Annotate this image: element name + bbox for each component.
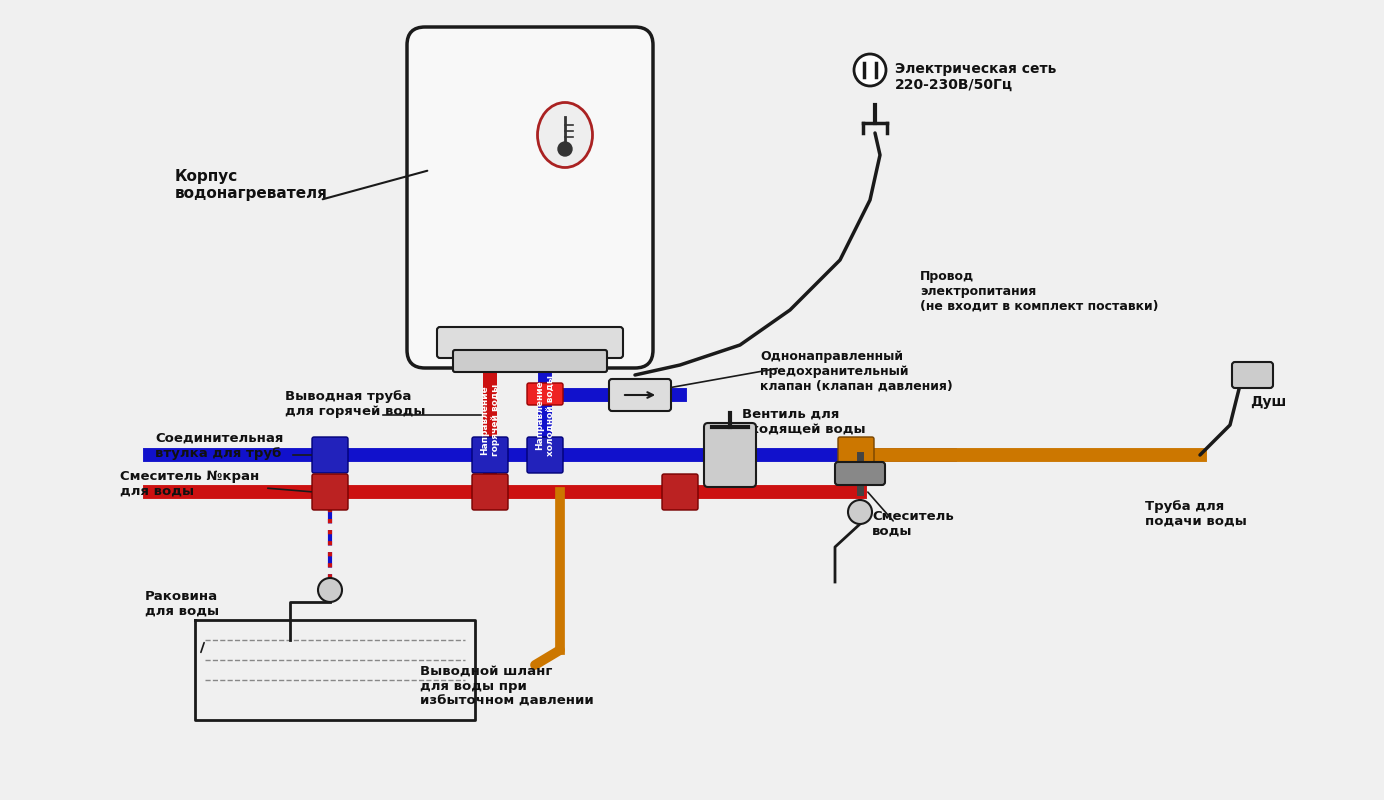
Text: Смеситель №кран
для воды: Смеситель №кран для воды	[120, 470, 259, 498]
FancyBboxPatch shape	[835, 462, 884, 485]
FancyBboxPatch shape	[609, 379, 671, 411]
FancyBboxPatch shape	[527, 383, 563, 405]
Text: Вентиль для
входящей воды: Вентиль для входящей воды	[742, 408, 865, 436]
Text: Провод
электропитания
(не входит в комплект поставки): Провод электропитания (не входит в компл…	[920, 270, 1158, 313]
Text: Выводная труба
для горячей воды: Выводная труба для горячей воды	[285, 390, 425, 418]
FancyBboxPatch shape	[472, 437, 508, 473]
FancyBboxPatch shape	[711, 437, 747, 473]
FancyBboxPatch shape	[453, 350, 608, 372]
Text: Направление
холодной воды: Направление холодной воды	[536, 374, 555, 455]
FancyBboxPatch shape	[472, 474, 508, 510]
Text: Корпус
водонагревателя: Корпус водонагревателя	[174, 169, 328, 202]
Circle shape	[558, 142, 572, 156]
Circle shape	[318, 578, 342, 602]
FancyBboxPatch shape	[704, 423, 756, 487]
Text: Выводной шланг
для воды при
избыточном давлении: Выводной шланг для воды при избыточном д…	[419, 665, 594, 708]
FancyBboxPatch shape	[527, 437, 563, 473]
Circle shape	[854, 54, 886, 86]
Text: Смеситель
воды: Смеситель воды	[872, 510, 954, 538]
FancyBboxPatch shape	[1232, 362, 1273, 388]
FancyBboxPatch shape	[837, 437, 875, 473]
FancyBboxPatch shape	[311, 474, 347, 510]
Text: Соединительная
втулка для труб: Соединительная втулка для труб	[155, 432, 284, 460]
Text: Раковина
для воды: Раковина для воды	[145, 590, 219, 618]
FancyBboxPatch shape	[311, 437, 347, 473]
Text: Направление
горячей воды: Направление горячей воды	[480, 384, 500, 456]
Text: Душ: Душ	[1250, 395, 1286, 409]
Text: Электрическая сеть
220-230В/50Гц: Электрическая сеть 220-230В/50Гц	[895, 62, 1056, 92]
Text: Труба для
подачи воды: Труба для подачи воды	[1145, 500, 1247, 528]
Ellipse shape	[537, 102, 592, 167]
FancyBboxPatch shape	[407, 27, 653, 368]
Text: Однонаправленный
предохранительный
клапан (клапан давления): Однонаправленный предохранительный клапа…	[760, 350, 952, 393]
FancyBboxPatch shape	[437, 327, 623, 358]
Circle shape	[848, 500, 872, 524]
FancyBboxPatch shape	[662, 474, 698, 510]
